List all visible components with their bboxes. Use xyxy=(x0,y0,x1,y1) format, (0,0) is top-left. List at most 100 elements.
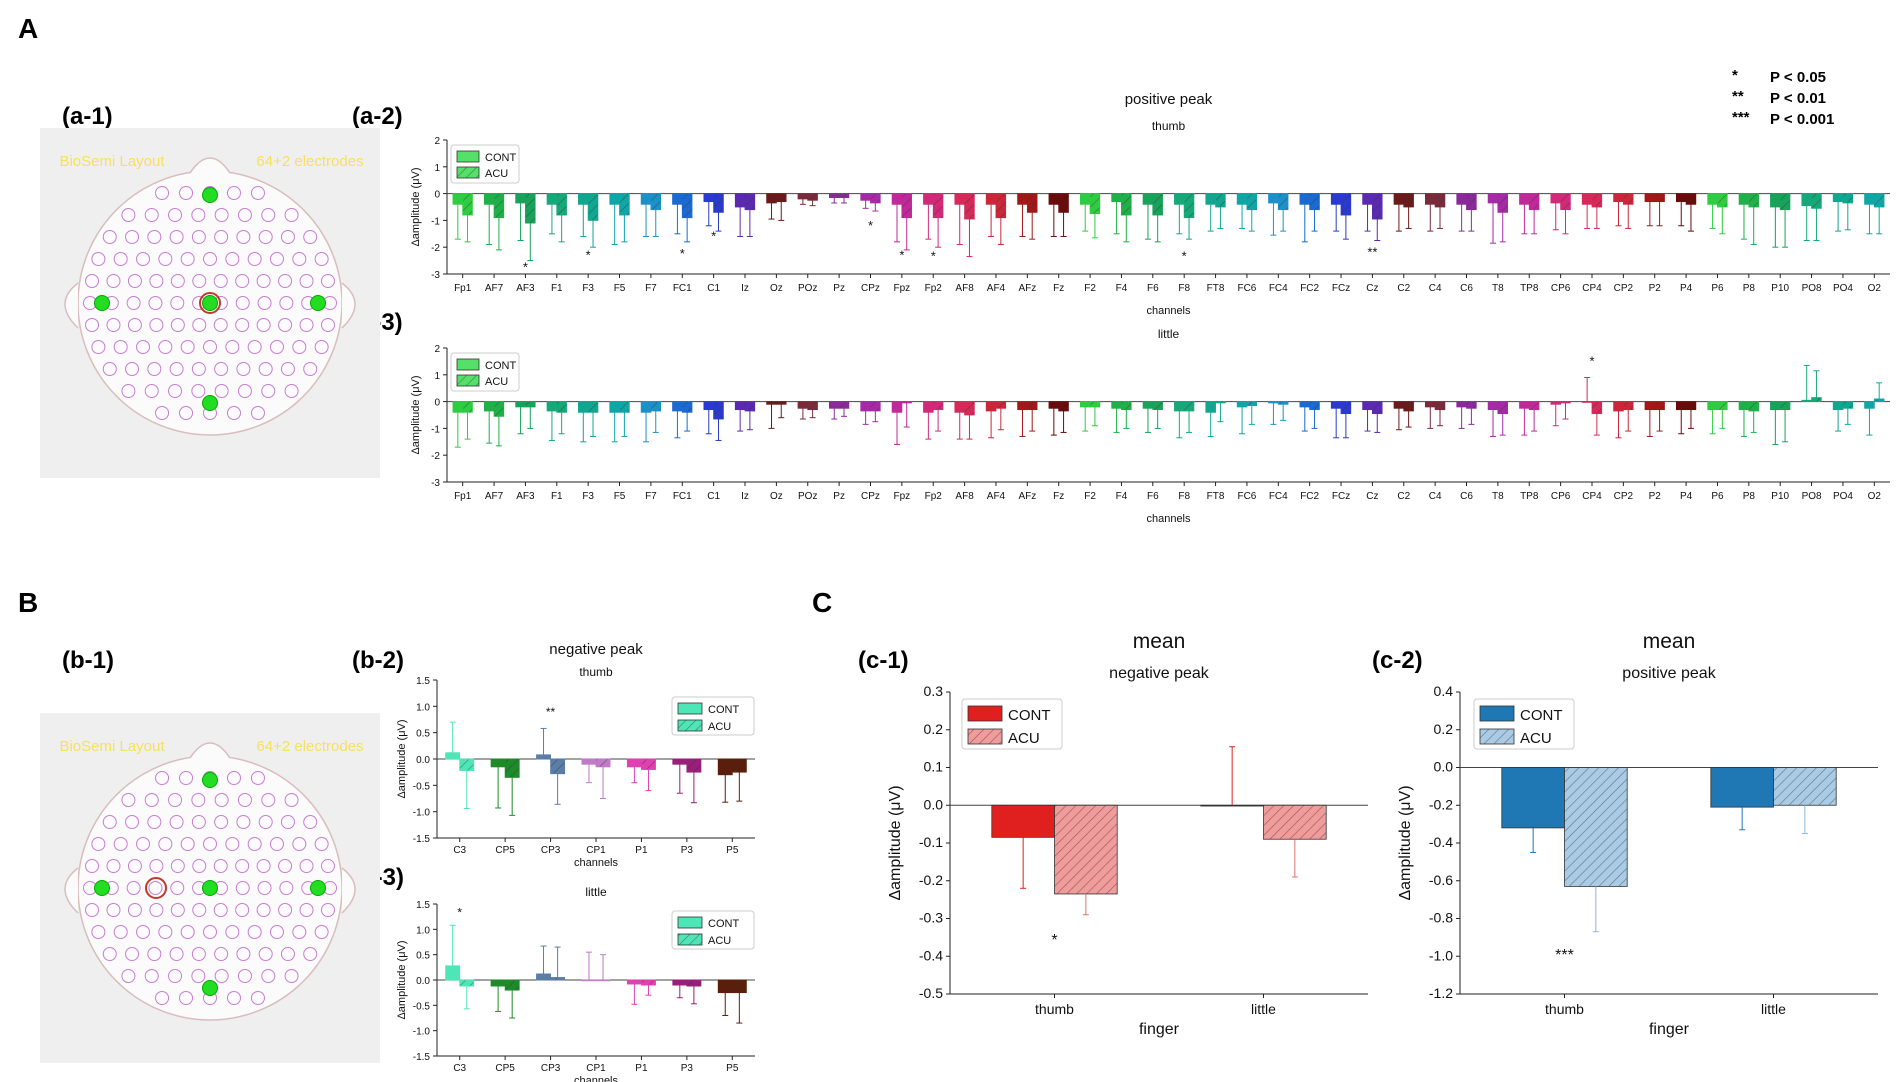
bar-acu xyxy=(650,401,662,412)
bar-acu xyxy=(619,193,630,216)
bar-acu xyxy=(681,193,693,219)
bar-acu xyxy=(775,401,787,405)
bar-cont xyxy=(1362,193,1373,205)
x-tick-label: Oz xyxy=(770,283,783,294)
bar-cont xyxy=(1581,401,1593,403)
x-tick-label: F4 xyxy=(1116,491,1128,502)
electrode xyxy=(158,252,173,266)
electrode xyxy=(236,815,251,829)
x-tick-label: PO8 xyxy=(1802,283,1822,294)
bar-cont xyxy=(1770,401,1781,411)
bar-cont xyxy=(766,193,777,204)
x-tick-label: O2 xyxy=(1868,491,1882,502)
electrode xyxy=(155,406,170,420)
bar-cont xyxy=(672,401,683,412)
electrode xyxy=(247,252,262,266)
x-tick-label: FC6 xyxy=(1237,491,1256,502)
significance-mark: *** xyxy=(1555,947,1574,964)
x-tick-label: Fp1 xyxy=(454,491,472,502)
bar-cont xyxy=(1644,401,1656,411)
x-tick-label: FT8 xyxy=(1207,283,1225,294)
bar-cont xyxy=(1174,193,1185,205)
x-tick-label: F6 xyxy=(1147,283,1159,294)
x-tick-label: T8 xyxy=(1492,491,1504,502)
bar-cont xyxy=(1142,193,1154,205)
electrode xyxy=(258,362,273,376)
electrode xyxy=(269,340,284,354)
electrode xyxy=(125,362,140,376)
electrode xyxy=(126,881,141,895)
x-tick-label: FCz xyxy=(1332,491,1350,502)
y-tick-label: -0.6 xyxy=(1429,872,1453,888)
electrode xyxy=(250,771,265,785)
y-tick-label: 2 xyxy=(434,136,440,147)
bar-cont xyxy=(717,758,733,776)
electrode xyxy=(320,903,335,917)
x-axis-label: channels xyxy=(1146,305,1191,317)
x-tick-label: CP4 xyxy=(1582,491,1602,502)
electrode xyxy=(180,925,195,939)
electrode xyxy=(191,793,206,807)
electrode xyxy=(226,771,241,785)
electrode xyxy=(214,815,229,829)
x-tick-label: CP5 xyxy=(495,1063,515,1074)
bar-acu xyxy=(1873,398,1885,403)
x-tick-label: AF4 xyxy=(987,283,1006,294)
x-tick-label: CP2 xyxy=(1614,283,1634,294)
sublabel-b1: (b-1) xyxy=(62,647,114,674)
bar-cont xyxy=(1675,401,1687,411)
bar-acu xyxy=(1528,401,1540,411)
ear-right xyxy=(341,282,356,329)
x-tick-label: Fp2 xyxy=(925,491,943,502)
electrode xyxy=(91,925,106,939)
bar-cont xyxy=(1393,401,1405,409)
bar-acu xyxy=(525,193,536,224)
bar-cont xyxy=(1832,401,1844,411)
x-tick-label: FC6 xyxy=(1237,283,1256,294)
electrode xyxy=(191,230,206,244)
significance-mark: * xyxy=(899,247,904,262)
bar-cont xyxy=(1142,401,1154,409)
electrode xyxy=(314,837,329,851)
x-tick-label: TP8 xyxy=(1520,283,1539,294)
electrode xyxy=(191,208,206,222)
y-tick-label: 0.3 xyxy=(924,683,944,699)
electrode xyxy=(147,230,162,244)
electrode xyxy=(169,815,184,829)
electrode xyxy=(179,991,194,1005)
reference-electrode xyxy=(310,880,326,896)
electrode xyxy=(303,230,318,244)
chart-title: mean xyxy=(1133,630,1186,653)
sig-text-1: P < 0.05 xyxy=(1770,69,1826,86)
bar-cont xyxy=(1268,401,1279,404)
electrode xyxy=(256,318,271,332)
electrode xyxy=(261,793,276,807)
y-tick-label: -0.8 xyxy=(1429,910,1453,926)
electrode xyxy=(147,815,162,829)
x-tick-label: AFz xyxy=(1018,283,1036,294)
bar-cont xyxy=(1770,193,1781,208)
y-tick-label: -1.5 xyxy=(413,834,431,845)
bar-cont xyxy=(1738,401,1750,411)
electrode xyxy=(155,186,170,200)
x-tick-label: P4 xyxy=(1680,283,1693,294)
significance-mark: * xyxy=(931,249,936,264)
bar-cont xyxy=(445,965,461,981)
electrodes-label: 64+2 electrodes xyxy=(256,153,363,170)
x-tick-label: P5 xyxy=(726,845,739,856)
x-tick-label: thumb xyxy=(1545,1001,1584,1017)
electrode xyxy=(191,384,206,398)
electrode xyxy=(113,340,128,354)
electrode xyxy=(247,837,262,851)
electrode xyxy=(179,406,194,420)
bar-acu xyxy=(901,401,912,404)
electrode xyxy=(102,362,117,376)
x-tick-label: AF7 xyxy=(485,491,504,502)
electrode xyxy=(257,881,272,895)
x-tick-label: PO4 xyxy=(1833,283,1853,294)
bar-acu xyxy=(870,401,881,412)
bar-cont xyxy=(1299,401,1311,408)
bar-cont xyxy=(452,193,464,205)
x-tick-label: T8 xyxy=(1492,283,1504,294)
bar-cont xyxy=(1487,401,1499,411)
